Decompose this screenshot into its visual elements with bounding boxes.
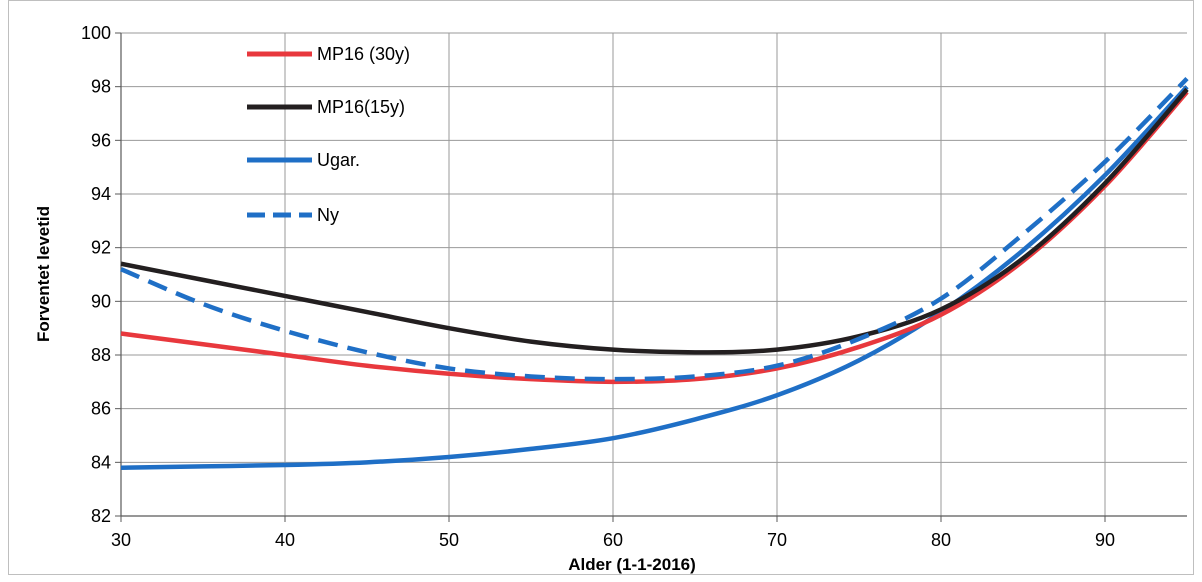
y-tick-label: 94 <box>91 184 111 204</box>
legend: MP16 (30y) MP16(15y) Ugar. Ny <box>247 44 410 225</box>
x-axis-title: Alder (1-1-2016) <box>568 555 696 574</box>
series-line-1 <box>120 87 1189 355</box>
legend-label: Ny <box>317 205 339 225</box>
legend-label: MP16(15y) <box>317 97 405 117</box>
legend-label: Ugar. <box>317 150 360 170</box>
x-tick-label: 90 <box>1095 530 1115 550</box>
y-tick-label: 98 <box>91 77 111 97</box>
plot-area <box>121 33 1187 516</box>
x-tick-label: 60 <box>603 530 623 550</box>
x-tick-label: 80 <box>931 530 951 550</box>
y-tick-label: 96 <box>91 130 111 150</box>
y-tick-label: 84 <box>91 452 111 472</box>
y-tick-label: 90 <box>91 291 111 311</box>
y-axis-title: Forventet levetid <box>34 206 53 342</box>
y-tick-label: 88 <box>91 345 111 365</box>
x-tick-label: 30 <box>111 530 131 550</box>
x-tick-label: 40 <box>275 530 295 550</box>
legend-label: MP16 (30y) <box>317 44 410 64</box>
x-tick-label: 50 <box>439 530 459 550</box>
axes: 82 84 86 88 90 92 94 96 98 100 30 40 50 60 70 80 90 <box>81 23 1187 550</box>
series-line-2 <box>120 85 1189 470</box>
line-chart: 82 84 86 88 90 92 94 96 98 100 30 40 50 60 70 80 90 MP16… <box>34 23 1189 574</box>
series-lines <box>120 77 1189 470</box>
y-tick-label: 86 <box>91 399 111 419</box>
y-tick-label: 92 <box>91 238 111 258</box>
y-tick-label: 82 <box>91 506 111 526</box>
y-tick-label: 100 <box>81 23 111 43</box>
chart-frame: 82 84 86 88 90 92 94 96 98 100 30 40 50 60 70 80 90 MP16… <box>8 0 1194 575</box>
series-line-3 <box>120 77 1189 382</box>
x-tick-label: 70 <box>767 530 787 550</box>
